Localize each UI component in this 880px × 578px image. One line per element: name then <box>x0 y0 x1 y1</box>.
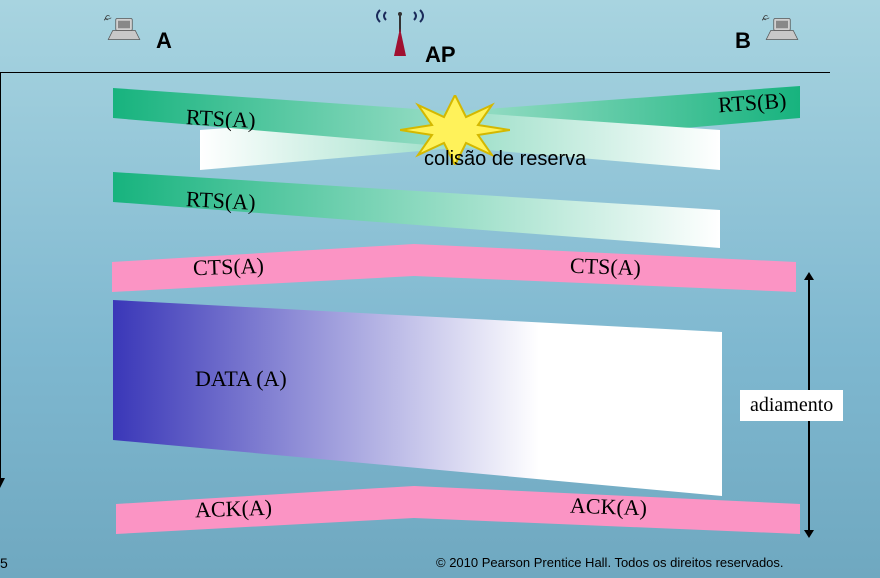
copyright-text: © 2010 Pearson Prentice Hall. Todos os d… <box>436 555 784 570</box>
label-ack-a-right: ACK(A) <box>570 493 648 522</box>
label-cts-a-left: CTS(A) <box>193 253 265 281</box>
defer-label: adiamento <box>740 390 843 421</box>
label-rts-b-1: RTS(B) <box>717 88 787 119</box>
collision-label: colisão de reserva <box>424 148 586 171</box>
wedges-svg <box>0 0 880 578</box>
slide-number: 5 <box>0 555 8 571</box>
label-cts-a-right: CTS(A) <box>570 253 642 281</box>
diagram-stage: A AP B <box>0 0 880 578</box>
label-data-a: DATA (A) <box>195 366 287 392</box>
label-rts-a-2: RTS(A) <box>185 186 256 216</box>
label-rts-a-1: RTS(A) <box>185 104 256 134</box>
label-ack-a-left: ACK(A) <box>195 495 273 524</box>
wedge-data-a <box>113 300 722 496</box>
